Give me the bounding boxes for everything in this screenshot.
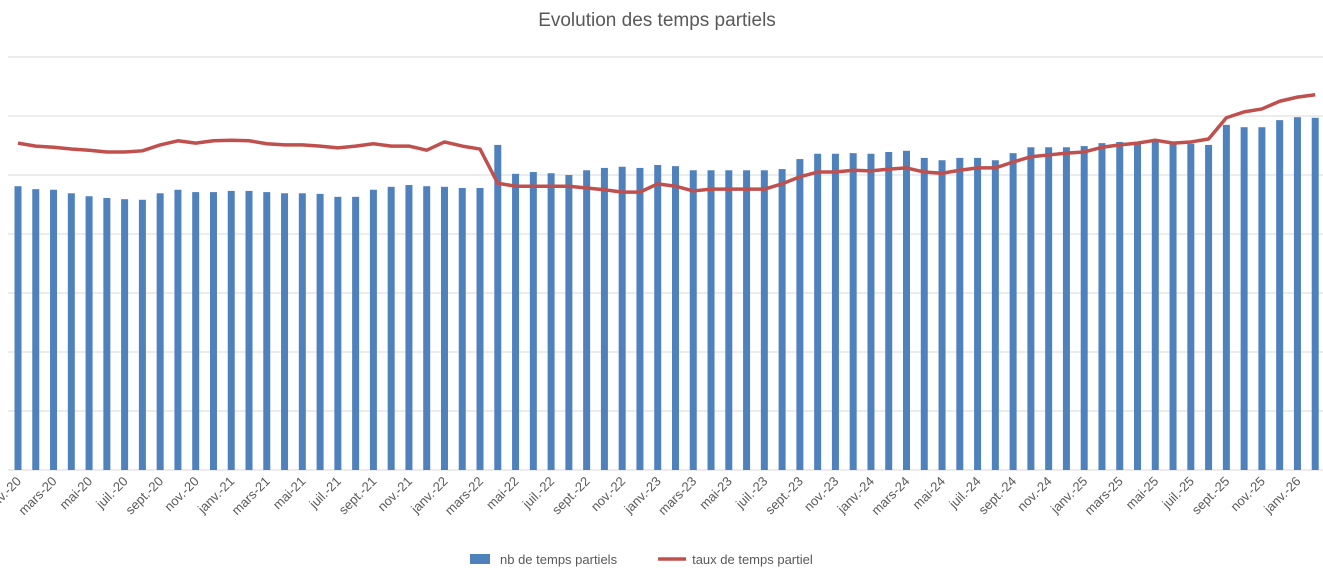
bar <box>565 175 573 470</box>
bar <box>512 173 520 470</box>
legend-swatch <box>470 554 490 564</box>
bar <box>903 150 910 470</box>
bar <box>103 198 111 470</box>
bar <box>743 170 751 470</box>
bar <box>1311 117 1319 471</box>
bar <box>618 166 626 471</box>
bar <box>209 192 217 471</box>
bar <box>174 189 182 470</box>
bar <box>1151 140 1159 470</box>
bar <box>1134 141 1142 470</box>
bar <box>725 170 733 470</box>
bar <box>583 170 591 470</box>
bar <box>227 190 235 470</box>
bar <box>494 144 502 470</box>
bar <box>814 153 822 470</box>
bar <box>1062 147 1070 470</box>
bar <box>938 160 946 470</box>
bar <box>138 199 146 470</box>
bar <box>956 157 964 470</box>
bar <box>636 167 644 471</box>
bar <box>298 193 306 471</box>
bar <box>1098 143 1106 470</box>
legend-label: nb de temps partiels <box>500 552 618 567</box>
bar <box>529 172 537 471</box>
bar <box>1169 143 1177 471</box>
bar <box>1293 117 1301 471</box>
bar <box>334 196 342 470</box>
bar <box>707 170 715 470</box>
bar <box>1009 153 1017 471</box>
bar <box>1258 127 1266 471</box>
bar <box>32 189 40 470</box>
bar <box>316 193 324 470</box>
bar <box>50 189 58 470</box>
bar <box>796 159 804 470</box>
bar <box>67 193 75 471</box>
bar <box>1045 147 1053 470</box>
bar <box>831 153 839 470</box>
bar <box>778 169 786 470</box>
bar <box>1222 124 1230 470</box>
bar <box>440 186 448 471</box>
bar <box>849 153 857 471</box>
bar <box>1027 147 1035 470</box>
bar <box>689 170 697 470</box>
bar <box>263 192 271 471</box>
bar <box>974 157 982 470</box>
bar <box>920 157 928 470</box>
bar <box>192 192 200 471</box>
bar <box>423 186 431 470</box>
bar <box>1187 143 1195 471</box>
legend-label: taux de temps partiel <box>692 552 813 567</box>
bar <box>387 186 395 471</box>
bar <box>1116 141 1124 470</box>
bar <box>867 153 875 470</box>
bar <box>885 151 893 471</box>
bar <box>245 190 253 470</box>
bar <box>281 193 289 471</box>
bar <box>600 167 608 471</box>
bar <box>85 196 93 471</box>
bar <box>1205 144 1213 470</box>
bar <box>352 196 360 470</box>
bar <box>121 199 129 470</box>
chart-title: Evolution des temps partiels <box>538 10 776 31</box>
bar <box>671 166 679 470</box>
bar <box>1240 127 1248 471</box>
bar <box>369 189 377 470</box>
line <box>17 93 1316 194</box>
bar <box>14 186 22 470</box>
bar <box>760 170 768 470</box>
bar <box>405 185 413 470</box>
bar <box>991 160 999 470</box>
bar <box>476 187 484 471</box>
bar <box>156 193 164 471</box>
bar <box>547 173 555 471</box>
bar <box>654 164 662 470</box>
bar <box>458 187 466 471</box>
bar <box>1080 146 1088 470</box>
bar <box>1276 120 1284 470</box>
